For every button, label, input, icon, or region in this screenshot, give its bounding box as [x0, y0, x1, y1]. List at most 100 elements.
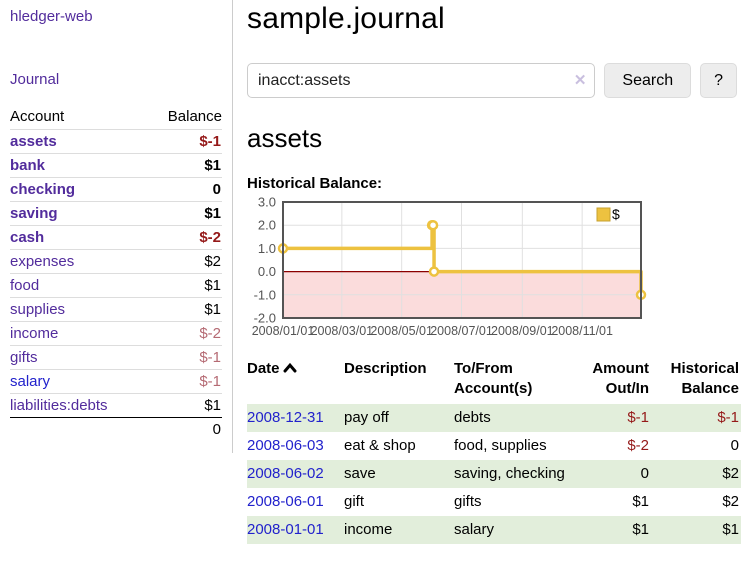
transaction-accounts: salary [454, 521, 495, 538]
register-header-row: Date Description To/From Account(s) Amou… [247, 357, 741, 404]
accounts-table: Account Balance assets $-1 bank $1 checking 0… [10, 105, 222, 441]
account-link[interactable]: expenses [10, 253, 75, 270]
accounts-table-header-row: Account Balance [10, 105, 222, 130]
transaction-date-link[interactable]: 2008-06-03 [247, 437, 324, 454]
account-row: supplies $1 [10, 297, 222, 322]
account-row: saving $1 [10, 201, 222, 226]
account-row: cash $-2 [10, 225, 222, 250]
account-link[interactable]: saving [10, 205, 58, 222]
y-tick-label: 3.0 [258, 196, 276, 210]
register-header-description: Description [344, 360, 427, 377]
transaction-date-link[interactable]: 2008-12-31 [247, 409, 324, 426]
account-link[interactable]: liabilities:debts [10, 397, 108, 414]
transaction-balance: $2 [722, 465, 739, 482]
accounts-header-account: Account [10, 105, 147, 130]
search-input[interactable] [247, 63, 596, 98]
x-tick-label: 2008/01/01 [252, 324, 315, 338]
brand-link[interactable]: hledger-web [10, 8, 93, 25]
transaction-amount: $1 [632, 493, 649, 510]
account-row: gifts $-1 [10, 345, 222, 370]
account-link[interactable]: bank [10, 157, 46, 174]
legend-swatch [596, 207, 611, 222]
chart-title: Historical Balance: [247, 175, 383, 192]
journal-nav-link[interactable]: Journal [10, 71, 60, 88]
x-tick-label: 2008/09/01 [491, 324, 554, 338]
account-balance: $1 [146, 273, 222, 298]
data-point [428, 266, 440, 277]
account-link[interactable]: supplies [10, 301, 66, 318]
transaction-row[interactable]: 2008-01-01 income salary $1 $1 [247, 516, 741, 544]
account-link[interactable]: assets [10, 133, 57, 150]
account-balance: $-1 [146, 369, 222, 394]
register-header-balance: Historical Balance [670, 360, 739, 397]
x-tick-label: 2008/05/01 [370, 324, 433, 338]
account-row: assets $-1 [10, 129, 222, 154]
account-balance: $-2 [146, 321, 222, 346]
transaction-description: pay off [344, 409, 389, 426]
account-row: bank $1 [10, 153, 222, 178]
transaction-date-cell: 2008-12-31 [247, 404, 344, 432]
transaction-amount: $-1 [627, 409, 649, 426]
account-balance: 0 [146, 177, 222, 202]
transaction-date-link[interactable]: 2008-06-02 [247, 465, 324, 482]
account-link[interactable]: income [10, 325, 59, 342]
y-tick-label: -2.0 [254, 311, 276, 326]
account-link[interactable]: checking [10, 181, 76, 198]
account-row: checking 0 [10, 177, 222, 202]
transaction-date-cell: 2008-06-03 [247, 432, 344, 460]
legend-label: $ [612, 206, 620, 222]
hledger-web-app: hledger-web Journal Account Balance asse… [0, 0, 741, 544]
y-tick-label: -1.0 [254, 287, 276, 302]
account-balance: $1 [146, 153, 222, 178]
page-title: sample.journal [247, 2, 445, 35]
register-header-date[interactable]: Date [247, 357, 344, 404]
account-row: expenses $2 [10, 249, 222, 274]
sort-ascending-icon [283, 362, 297, 373]
sidebar: hledger-web Journal Account Balance asse… [0, 0, 233, 453]
transaction-description: income [344, 521, 393, 538]
x-tick-label: 2008/07/01 [430, 324, 493, 338]
account-balance: $1 [146, 297, 222, 322]
account-link[interactable]: salary [10, 373, 51, 390]
transaction-balance: 0 [730, 437, 739, 454]
y-tick-label: 1.0 [258, 241, 276, 256]
register-header-accounts: To/From Account(s) [454, 360, 533, 397]
y-tick-label: 0.0 [258, 264, 276, 279]
account-row: liabilities:debts $1 [10, 393, 222, 418]
account-row: income $-2 [10, 321, 222, 346]
transaction-row[interactable]: 2008-06-02 save saving, checking 0 $2 [247, 460, 741, 488]
account-link[interactable]: cash [10, 229, 45, 246]
transaction-row[interactable]: 2008-06-03 eat & shop food, supplies $-2 0 [247, 432, 741, 460]
accounts-total-spacer [10, 418, 146, 442]
transaction-amount: 0 [640, 465, 649, 482]
account-heading: assets [247, 123, 323, 153]
search-input-wrap: ✕ [247, 63, 596, 98]
x-tick-label: 2008/11/01 [551, 324, 613, 338]
data-point [427, 219, 439, 231]
transaction-date-link[interactable]: 2008-01-01 [247, 521, 324, 538]
transaction-row[interactable]: 2008-06-01 gift gifts $1 $2 [247, 488, 741, 516]
plot-border [282, 201, 642, 319]
transaction-row[interactable]: 2008-12-31 pay off debts $-1 $-1 [247, 404, 741, 432]
transaction-accounts: gifts [454, 493, 482, 510]
search-button[interactable]: Search [604, 63, 692, 98]
help-button[interactable]: ? [700, 63, 737, 98]
register-header-date-label: Date [247, 360, 280, 377]
account-balance: $-2 [146, 225, 222, 250]
balance-chart: $3.0 2.0 1.0 0.0 -1.0 -2.02008/01/012008/03/0… [252, 196, 647, 338]
account-row: salary $-1 [10, 369, 222, 394]
search-form: ✕ Search ? [247, 63, 737, 98]
transaction-description: save [344, 465, 376, 482]
account-link[interactable]: food [10, 277, 40, 294]
transaction-accounts: saving, checking [454, 465, 565, 482]
register-table: Date Description To/From Account(s) Amou… [247, 357, 741, 544]
y-tick-label: 2.0 [258, 218, 276, 233]
transaction-balance: $1 [722, 521, 739, 538]
transaction-amount: $1 [632, 521, 649, 538]
register-header-amount: Amount Out/In [592, 360, 649, 397]
transaction-balance: $2 [722, 493, 739, 510]
transaction-date-link[interactable]: 2008-06-01 [247, 493, 324, 510]
x-tick-label: 2008/03/01 [311, 324, 374, 338]
account-link[interactable]: gifts [10, 349, 38, 366]
clear-search-icon[interactable]: ✕ [573, 72, 587, 89]
